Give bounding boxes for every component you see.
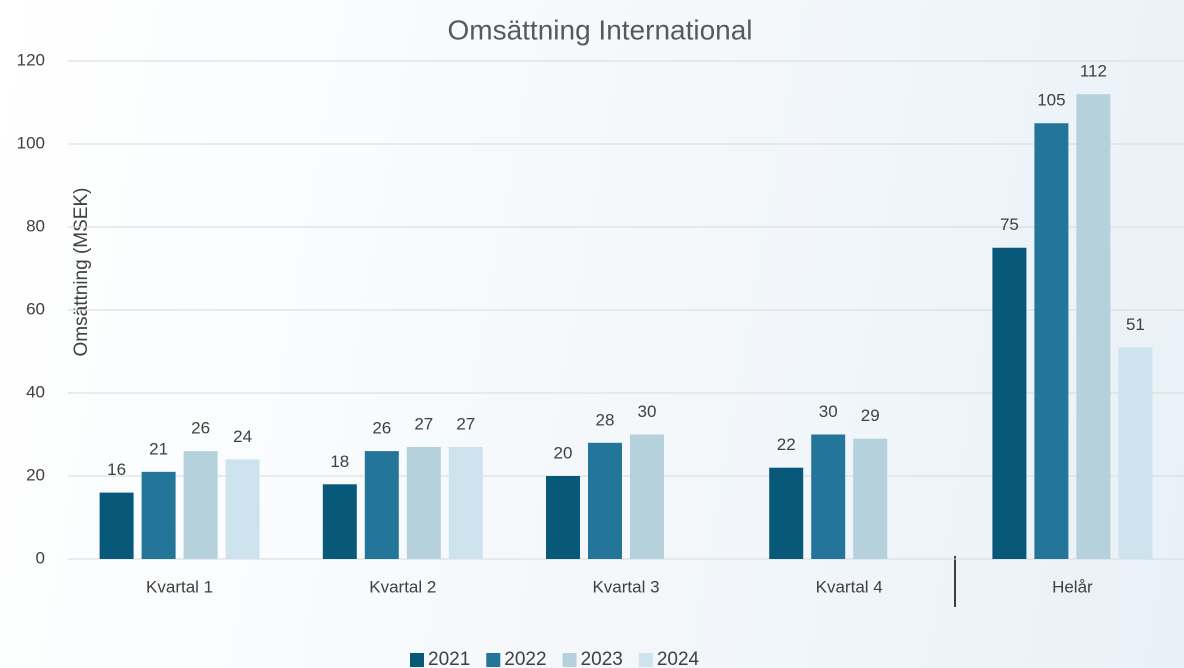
data-label: 28	[596, 410, 615, 429]
data-label: 51	[1126, 315, 1145, 334]
data-label: 24	[233, 427, 252, 446]
x-tick-label: Kvartal 3	[592, 577, 659, 596]
data-label: 27	[414, 414, 433, 433]
bar	[1118, 347, 1153, 559]
data-label: 30	[638, 402, 657, 421]
bar	[769, 467, 804, 559]
bar	[141, 471, 176, 559]
y-tick-label: 0	[36, 548, 45, 567]
bar	[225, 459, 260, 559]
bar	[588, 442, 622, 559]
bar	[630, 434, 664, 559]
x-tick-label: Kvartal 1	[146, 577, 213, 596]
y-tick-label: 80	[26, 216, 45, 235]
bar	[99, 492, 134, 559]
x-tick-label: Kvartal 2	[369, 577, 436, 596]
legend-swatch	[486, 653, 501, 667]
y-tick-label: 120	[17, 50, 45, 69]
legend-label: 2023	[581, 649, 623, 668]
bar	[1034, 123, 1069, 559]
bar	[183, 451, 218, 559]
bar	[448, 446, 483, 559]
data-label: 26	[372, 419, 391, 438]
legend-swatch	[638, 653, 653, 667]
y-tick-label: 60	[26, 299, 45, 318]
data-label: 30	[819, 402, 838, 421]
data-label: 112	[1080, 62, 1107, 81]
chart-title: Omsättning International	[447, 14, 752, 45]
legend-label: 2024	[657, 649, 700, 668]
data-label: 26	[191, 419, 210, 438]
legend-swatch	[562, 653, 577, 667]
y-axis-title: Omsättning (MSEK)	[71, 188, 92, 357]
bar	[546, 476, 580, 559]
data-label: 105	[1037, 91, 1065, 110]
data-label: 21	[149, 439, 168, 458]
legend-label: 2021	[428, 649, 470, 668]
data-label: 75	[1000, 215, 1019, 234]
bar	[322, 484, 357, 559]
x-tick-label: Kvartal 4	[816, 577, 883, 596]
data-label: 20	[554, 443, 573, 462]
y-tick-label: 100	[17, 133, 45, 152]
bar	[811, 434, 846, 559]
data-label: 16	[107, 460, 126, 479]
legend-swatch	[410, 653, 424, 667]
y-tick-label: 40	[26, 382, 45, 401]
x-tick-label: Helår	[1052, 577, 1093, 596]
legend-label: 2022	[504, 649, 546, 668]
bar	[406, 446, 441, 559]
bar	[1076, 94, 1111, 559]
bar	[853, 438, 888, 559]
data-label: 18	[330, 452, 349, 471]
bar	[364, 451, 399, 559]
data-label: 29	[861, 406, 880, 425]
data-label: 27	[456, 414, 475, 433]
data-label: 22	[777, 435, 796, 454]
bar	[992, 247, 1027, 559]
y-tick-label: 20	[26, 465, 45, 484]
